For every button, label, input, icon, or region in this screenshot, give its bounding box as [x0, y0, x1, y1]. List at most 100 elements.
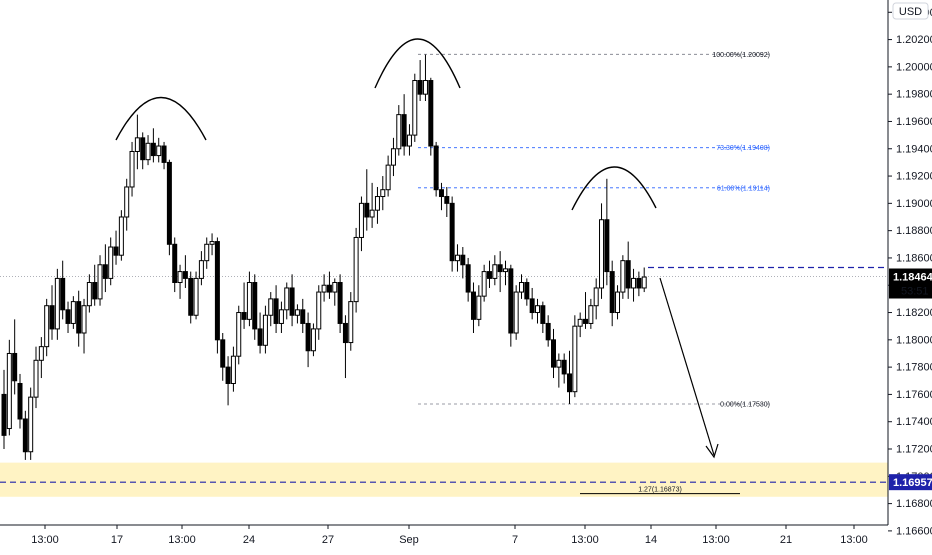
candle-body: [97, 264, 103, 300]
candle: [97, 255, 103, 306]
candle: [273, 285, 279, 334]
price-tick-label: 1.17600: [896, 389, 932, 401]
candle: [33, 346, 39, 409]
candle-body: [289, 287, 295, 316]
fib-level-label: 0.00%(1.17530): [720, 401, 770, 408]
candle: [12, 319, 18, 395]
extension-label: 1.27(1.16873): [638, 487, 682, 494]
time-tick-label: 17: [111, 534, 123, 546]
candle: [220, 333, 226, 381]
candle: [364, 169, 370, 231]
price-tick-label: 1.20000: [896, 61, 932, 73]
candle-body: [65, 309, 71, 324]
candle-body: [129, 150, 135, 188]
candle-body: [364, 202, 370, 218]
candle: [300, 298, 306, 334]
candle: [535, 298, 540, 324]
time-tick-label: 13:00: [168, 534, 196, 546]
candle: [390, 137, 396, 177]
candle-body: [337, 282, 343, 324]
candle: [438, 182, 444, 211]
price-tick-label: 1.19600: [896, 116, 932, 128]
candle-body: [524, 282, 530, 300]
candle: [118, 210, 124, 261]
candle: [305, 312, 311, 368]
candle-body: [380, 189, 386, 198]
candle: [156, 137, 162, 163]
candle-body: [433, 145, 439, 191]
time-tick-label: 7: [512, 534, 518, 546]
candle: [465, 257, 471, 302]
candle: [102, 244, 108, 293]
time-tick-label: 21: [780, 534, 792, 546]
time-tick-label: 14: [645, 534, 657, 546]
candle-body: [417, 80, 423, 95]
price-tick-label: 1.20200: [896, 34, 932, 46]
candle-body: [369, 209, 375, 218]
candle: [268, 292, 274, 327]
arc-top-1: [115, 97, 207, 141]
candle: [497, 251, 503, 293]
candle-body: [102, 264, 108, 279]
candle-body: [396, 114, 402, 150]
candle: [54, 268, 60, 340]
candle-body: [545, 322, 551, 341]
candle: [615, 285, 621, 320]
candle: [289, 274, 295, 327]
candle: [134, 114, 140, 170]
candle-body: [284, 287, 290, 311]
candle: [348, 292, 354, 351]
candle-body: [620, 260, 626, 293]
candle: [262, 305, 268, 354]
price-tick-label: 1.17400: [896, 416, 932, 428]
candle-body: [214, 241, 220, 341]
candle-body: [492, 264, 498, 279]
candle-body: [124, 186, 130, 218]
candle: [567, 350, 573, 404]
candle: [236, 305, 242, 365]
candle: [492, 255, 498, 286]
price-tick-label: 1.17200: [896, 444, 932, 456]
candle-body: [118, 216, 124, 256]
candle: [129, 141, 135, 197]
candle-body: [273, 298, 279, 324]
candle: [38, 337, 44, 379]
price-tick-label: 1.19000: [896, 198, 932, 210]
candle: [481, 264, 487, 302]
time-tick-label: 24: [243, 534, 255, 546]
candle-body: [572, 325, 578, 393]
candle-body: [508, 268, 514, 334]
candle-body: [465, 264, 471, 293]
arc-top-2: [374, 38, 461, 89]
candle-body: [583, 318, 589, 324]
candle-body: [209, 241, 215, 245]
candle-body: [81, 305, 87, 334]
candle-body: [609, 271, 615, 314]
candle-body: [44, 305, 50, 348]
candle-body: [316, 291, 322, 330]
candle-body: [593, 287, 599, 307]
candle: [257, 312, 263, 354]
candle-body: [406, 134, 412, 147]
candle: [374, 186, 380, 224]
price-tick-label: 1.18000: [896, 334, 932, 346]
candle-body: [193, 277, 199, 316]
currency-button[interactable]: [892, 2, 929, 20]
candle: [417, 60, 423, 101]
candle: [17, 373, 23, 429]
time-tick-label: 27: [322, 534, 334, 546]
candle-body: [353, 236, 359, 303]
candle-body: [481, 271, 487, 297]
candle: [449, 196, 455, 272]
candle-body: [246, 282, 252, 320]
fib-level-label: 100.00%(1.20092): [712, 52, 770, 59]
candle: [631, 268, 637, 302]
candle: [70, 296, 76, 329]
candle-body: [38, 346, 44, 361]
candle: [369, 182, 375, 228]
candle: [284, 282, 290, 320]
candle: [486, 260, 492, 288]
candle-body: [588, 305, 594, 324]
